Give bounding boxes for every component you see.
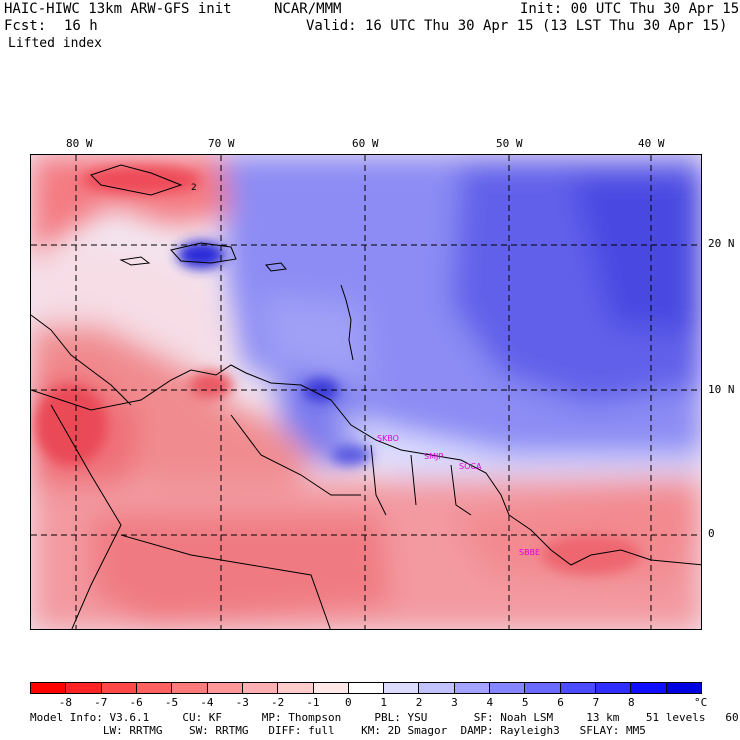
colorbar-tick-label: -7 [94, 696, 108, 709]
lon-tick-80w: 80 W [66, 137, 93, 150]
station-soca: SOCA [459, 462, 482, 471]
colorbar-cell [490, 683, 526, 693]
lat-tick-20n: 20 N [708, 237, 735, 250]
colorbar-cell [66, 683, 102, 693]
lat-tick-0: 0 [708, 527, 715, 540]
lon-tick-40w: 40 W [638, 137, 665, 150]
lon-tick-70w: 70 W [208, 137, 235, 150]
colorbar-tick-label: -2 [270, 696, 285, 709]
lifted-index-map: SKBO SMJP SOCA SBBE 2 [30, 154, 702, 630]
colorbar-cell [101, 683, 137, 693]
colorbar-tick-label: -6 [129, 696, 143, 709]
colorbar-tick-label: 5 [521, 696, 529, 709]
colorbar-tick-label: -5 [164, 696, 179, 709]
forecast-hour: 16 h [64, 18, 98, 34]
south-america-north-coast [31, 364, 510, 516]
colorbar-cell [454, 683, 491, 693]
colorbar-cell [384, 683, 420, 693]
forecast-label: Fcst: [4, 18, 47, 34]
colorbar [30, 682, 702, 694]
colorbar-cell [348, 683, 385, 693]
model-title: HAIC-HIWC 13km ARW-GFS init [4, 1, 232, 17]
colorbar-cell [31, 683, 67, 693]
colorbar-tick-label: -1 [306, 696, 320, 709]
colorbar-cell [419, 683, 455, 693]
colorbar-cell [278, 683, 314, 693]
colorbar-tick-label: 7 [592, 696, 600, 709]
colorbar-cell [666, 683, 701, 693]
field-shading [31, 155, 701, 629]
colorbar-cell [313, 683, 349, 693]
stations: SKBO SMJP SOCA SBBE [377, 434, 540, 557]
colorbar-cell [560, 683, 596, 693]
guyana-border [370, 444, 387, 516]
lat-tick-10n: 10 N [708, 383, 735, 396]
colorbar-tick-label: 6 [557, 696, 564, 709]
suriname-border [410, 454, 417, 506]
colorbar-cell [242, 683, 279, 693]
lon-tick-50w: 50 W [496, 137, 523, 150]
station-smjp: SMJP [424, 452, 443, 461]
jamaica-outline [119, 256, 151, 266]
colorbar-tick-label: 2 [415, 696, 423, 709]
colorbar-cell [596, 683, 632, 693]
colorbar-cell [631, 683, 667, 693]
colorbar-tick-label: 0 [345, 696, 352, 709]
graticule [31, 155, 701, 629]
andes-border [50, 404, 122, 629]
colorbar-unit: °C [694, 696, 708, 709]
hispaniola-outline [170, 242, 237, 264]
central-america-coast [31, 314, 132, 406]
station-sbbe: SBBE [519, 548, 540, 557]
french-guiana-border [450, 464, 472, 516]
field-name: Lifted index [8, 36, 102, 51]
colombia-brazil-border [120, 534, 331, 629]
model-info-line2: LW: RRTMG SW: RRTMG DIFF: full KM: 2D Sm… [30, 724, 646, 737]
station-skbo: SKBO [377, 434, 399, 443]
colorbar-tick-label: -8 [58, 696, 72, 709]
model-info-line1: Model Info: V3.6.1 CU: KF MP: Thompson P… [30, 711, 740, 724]
colorbar-cell [136, 683, 173, 693]
colorbar-cell [207, 683, 243, 693]
colorbar-tick-label: 1 [380, 696, 387, 709]
map-canvas: SKBO SMJP SOCA SBBE 2 [31, 155, 701, 629]
center-label: NCAR/MMM [274, 1, 342, 17]
colorbar-tick-label: 8 [627, 696, 635, 709]
valid-time: Valid: 16 UTC Thu 30 Apr 15 (13 LST Thu … [306, 18, 728, 34]
brazil-coast [508, 514, 701, 566]
colorbar-tick-label: 3 [451, 696, 458, 709]
lon-tick-60w: 60 W [352, 137, 379, 150]
lesser-antilles [340, 284, 354, 361]
init-time: Init: 00 UTC Thu 30 Apr 15 [520, 1, 740, 17]
colorbar-tick-label: -4 [200, 696, 214, 709]
colorbar-cell [172, 683, 208, 693]
puerto-rico-outline [265, 262, 287, 272]
colorbar-cell [525, 683, 561, 693]
venezuela-border [230, 414, 361, 496]
coastlines [31, 164, 701, 629]
cuba-outline [90, 164, 183, 196]
colorbar-tick-label: 4 [486, 696, 494, 709]
colorbar-tick-label: -3 [235, 696, 249, 709]
contour-label: 2 [191, 183, 197, 193]
